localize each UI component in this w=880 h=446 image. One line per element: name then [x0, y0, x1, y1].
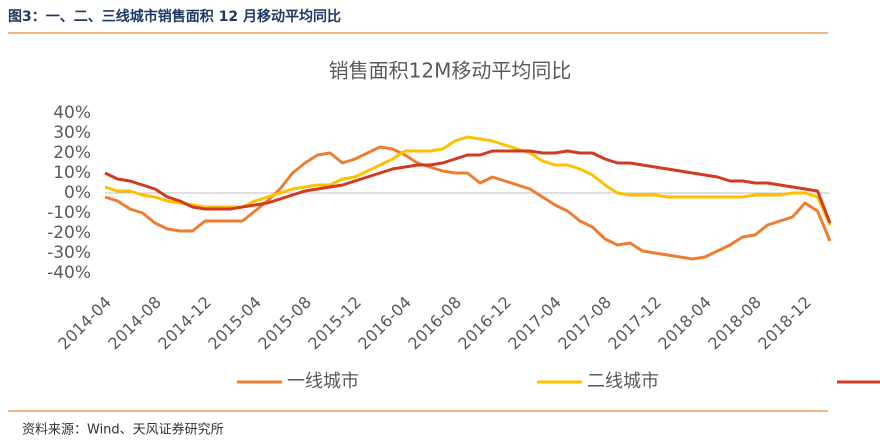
- x-tick-label: 2015-04: [204, 293, 265, 354]
- x-tick-label: 2015-12: [304, 293, 365, 354]
- legend-label: 一线城市: [287, 371, 359, 392]
- y-tick-label: 20%: [53, 143, 91, 163]
- y-tick-label: 40%: [53, 103, 91, 123]
- x-tick-label: 2018-12: [754, 293, 815, 354]
- y-tick-label: -40%: [47, 263, 91, 283]
- y-tick-label: 10%: [53, 163, 91, 183]
- x-tick-label: 2015-08: [254, 293, 315, 354]
- x-tick-label: 2014-08: [104, 293, 165, 354]
- y-tick-label: -10%: [47, 203, 91, 223]
- x-tick-label: 2016-08: [404, 293, 465, 354]
- series-line: [104, 145, 832, 261]
- x-tick-label: 2018-04: [654, 293, 715, 354]
- x-tick-label: 2017-04: [504, 293, 565, 354]
- y-tick-label: 0%: [64, 183, 91, 203]
- legend-label: 二线城市: [587, 371, 659, 392]
- y-tick-label: -30%: [47, 243, 91, 263]
- y-tick-label: -20%: [47, 223, 91, 243]
- x-tick-label: 2014-12: [154, 293, 215, 354]
- series-line: [104, 149, 832, 224]
- x-tick-label: 2018-08: [704, 293, 765, 354]
- source-note: 资料来源：Wind、天风证券研究所: [22, 422, 224, 438]
- x-tick-label: 2017-08: [554, 293, 615, 354]
- x-tick-label: 2016-04: [354, 293, 415, 354]
- figure-title: 图3：一、二、三线城市销售面积 12 月移动平均同比: [8, 8, 341, 25]
- chart-title: 销售面积12M移动平均同比: [329, 59, 572, 83]
- x-tick-label: 2014-04: [54, 293, 115, 354]
- series-line: [104, 135, 832, 226]
- x-tick-label: 2017-12: [604, 293, 665, 354]
- y-tick-label: 30%: [53, 123, 91, 143]
- x-tick-label: 2016-12: [454, 293, 515, 354]
